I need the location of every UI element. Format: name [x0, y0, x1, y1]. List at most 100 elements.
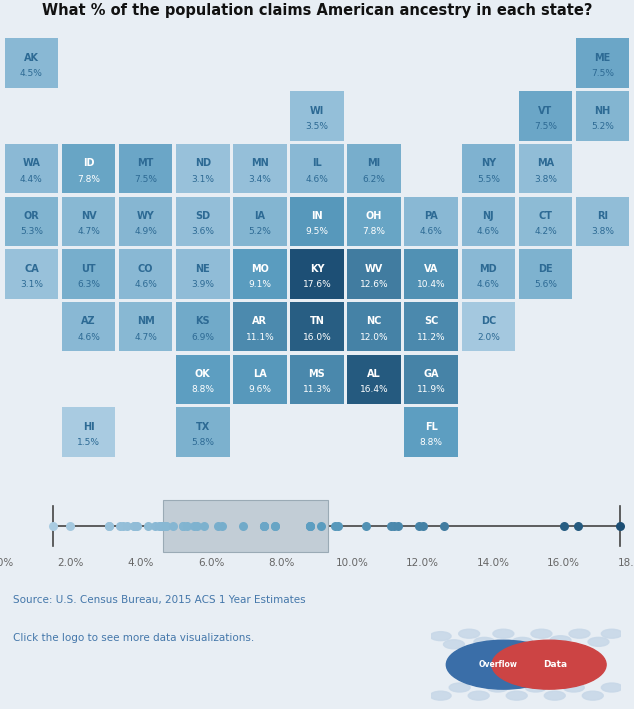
FancyBboxPatch shape [519, 250, 573, 298]
FancyBboxPatch shape [176, 196, 230, 246]
Circle shape [512, 637, 533, 647]
Circle shape [468, 691, 489, 700]
FancyBboxPatch shape [176, 407, 230, 457]
Text: AZ: AZ [81, 316, 96, 326]
Text: 6.0%: 6.0% [198, 559, 224, 569]
Circle shape [430, 632, 451, 641]
Text: NH: NH [595, 106, 611, 116]
Text: RI: RI [597, 211, 608, 221]
Circle shape [446, 640, 560, 689]
FancyBboxPatch shape [233, 354, 287, 404]
Circle shape [487, 683, 508, 692]
Text: 2.0%: 2.0% [477, 333, 500, 342]
Circle shape [531, 629, 552, 638]
Text: 3.5%: 3.5% [306, 122, 328, 131]
Circle shape [474, 637, 495, 647]
Text: VA: VA [424, 264, 439, 274]
FancyBboxPatch shape [233, 144, 287, 194]
Text: 12.0%: 12.0% [360, 333, 389, 342]
Text: 4.9%: 4.9% [134, 228, 157, 236]
Text: Overflow: Overflow [478, 660, 517, 669]
FancyBboxPatch shape [576, 196, 630, 246]
FancyBboxPatch shape [4, 38, 58, 88]
Text: 5.2%: 5.2% [591, 122, 614, 131]
Text: 10.4%: 10.4% [417, 280, 446, 289]
Circle shape [582, 691, 603, 700]
Text: 8.0%: 8.0% [269, 559, 295, 569]
Circle shape [569, 629, 590, 638]
Text: MN: MN [251, 158, 269, 168]
Text: GA: GA [424, 369, 439, 379]
Text: AK: AK [24, 53, 39, 63]
Text: 7.8%: 7.8% [363, 228, 385, 236]
FancyBboxPatch shape [462, 250, 515, 298]
Text: DE: DE [538, 264, 553, 274]
Text: 6.3%: 6.3% [77, 280, 100, 289]
FancyBboxPatch shape [176, 354, 230, 404]
Text: 4.7%: 4.7% [134, 333, 157, 342]
Text: 1.5%: 1.5% [77, 438, 100, 447]
FancyBboxPatch shape [404, 407, 458, 457]
Text: 17.6%: 17.6% [302, 280, 332, 289]
Text: TN: TN [309, 316, 325, 326]
Text: Click the logo to see more data visualizations.: Click the logo to see more data visualiz… [13, 632, 254, 642]
Text: 4.6%: 4.6% [420, 228, 443, 236]
FancyBboxPatch shape [61, 144, 115, 194]
Text: MA: MA [537, 158, 554, 168]
FancyBboxPatch shape [576, 91, 630, 140]
FancyBboxPatch shape [233, 196, 287, 246]
Text: 3.8%: 3.8% [534, 174, 557, 184]
Text: ID: ID [83, 158, 94, 168]
Text: MS: MS [309, 369, 325, 379]
FancyBboxPatch shape [404, 302, 458, 352]
Text: 5.5%: 5.5% [477, 174, 500, 184]
FancyBboxPatch shape [290, 302, 344, 352]
Text: 9.1%: 9.1% [249, 280, 271, 289]
FancyBboxPatch shape [176, 250, 230, 298]
Text: 16.0%: 16.0% [302, 333, 332, 342]
Text: 4.6%: 4.6% [306, 174, 328, 184]
FancyBboxPatch shape [404, 196, 458, 246]
Text: 3.1%: 3.1% [191, 174, 214, 184]
Text: OK: OK [195, 369, 210, 379]
FancyBboxPatch shape [176, 144, 230, 194]
FancyBboxPatch shape [290, 250, 344, 298]
Text: 12.6%: 12.6% [360, 280, 389, 289]
Text: 8.8%: 8.8% [191, 386, 214, 394]
Circle shape [444, 640, 464, 649]
Text: KS: KS [195, 316, 210, 326]
Circle shape [449, 683, 470, 692]
Text: WY: WY [137, 211, 155, 221]
Text: 11.1%: 11.1% [245, 333, 275, 342]
Text: 11.9%: 11.9% [417, 386, 446, 394]
FancyBboxPatch shape [462, 302, 515, 352]
Text: KY: KY [310, 264, 324, 274]
FancyBboxPatch shape [61, 302, 115, 352]
Text: LA: LA [253, 369, 267, 379]
Text: Source: U.S. Census Bureau, 2015 ACS 1 Year Estimates: Source: U.S. Census Bureau, 2015 ACS 1 Y… [13, 595, 306, 605]
Text: What % of the population claims American ancestry in each state?: What % of the population claims American… [42, 4, 592, 18]
Text: 3.9%: 3.9% [191, 280, 214, 289]
Text: 10.0%: 10.0% [336, 559, 368, 569]
Text: 4.5%: 4.5% [20, 69, 43, 78]
Text: ND: ND [195, 158, 211, 168]
Text: NV: NV [81, 211, 96, 221]
Text: AL: AL [367, 369, 381, 379]
Text: 9.6%: 9.6% [249, 386, 271, 394]
FancyBboxPatch shape [61, 250, 115, 298]
Text: 3.1%: 3.1% [20, 280, 43, 289]
Circle shape [563, 683, 585, 692]
FancyBboxPatch shape [61, 196, 115, 246]
Text: WI: WI [310, 106, 324, 116]
Text: WA: WA [22, 158, 41, 168]
FancyBboxPatch shape [163, 500, 328, 552]
Text: AR: AR [252, 316, 268, 326]
Circle shape [601, 629, 622, 638]
FancyBboxPatch shape [4, 250, 58, 298]
Text: 7.5%: 7.5% [134, 174, 157, 184]
Text: 4.6%: 4.6% [134, 280, 157, 289]
Text: 5.2%: 5.2% [249, 228, 271, 236]
Circle shape [544, 691, 566, 700]
Text: NY: NY [481, 158, 496, 168]
Text: CO: CO [138, 264, 153, 274]
